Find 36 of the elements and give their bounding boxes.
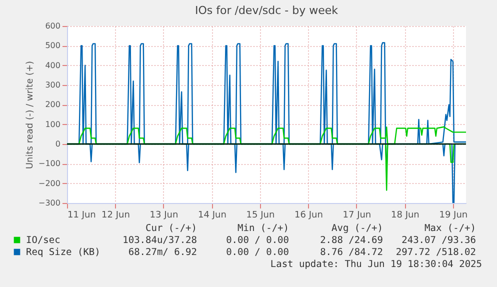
x-tick-label: 17 Jun — [342, 210, 372, 220]
text: Avg (-/+) — [332, 223, 383, 234]
chart-title: IOs for /dev/sdc - by week — [194, 4, 339, 17]
y-tick-label: 600 — [45, 22, 60, 30]
text: Min (-/+) — [238, 223, 289, 234]
text: 8.76 /84.72 — [320, 247, 383, 258]
x-tick-label: 11 Jun — [68, 210, 96, 220]
text: 0.00 / 0.00 — [226, 235, 290, 246]
x-tick-label: 12 Jun — [102, 210, 130, 220]
x-tick-label: 14 Jun — [198, 210, 226, 220]
x-tick-label: 16 Jun — [294, 210, 323, 220]
x-tick-label: 19 Jun — [439, 210, 468, 220]
text: Max (-/+) — [424, 223, 476, 234]
y-tick-label: −300 — [38, 198, 60, 208]
y-tick-label: 300 — [45, 80, 60, 90]
y-tick-label: 400 — [45, 60, 60, 70]
y-axis-title: Units read (-) / write (+) — [26, 60, 36, 170]
text: Last update: Thu Jun 19 18:30:04 2025 — [270, 259, 482, 270]
text: 103.84u/37.28 — [122, 235, 198, 246]
text: Cur (-/+) — [146, 223, 197, 234]
y-tick-label: −100 — [38, 159, 60, 168]
y-tick-label: −200 — [38, 178, 60, 188]
text: 2.88 /24.69 — [320, 235, 384, 246]
x-tick-label: 18 Jun — [390, 210, 420, 220]
text: 0.00 / 0.00 — [226, 247, 290, 258]
x-tick-label: 15 Jun — [246, 210, 275, 220]
y-tick-label: 500 — [45, 41, 60, 50]
text: 297.72 /518.02 — [396, 247, 476, 258]
y-tick-label: 200 — [45, 100, 60, 110]
y-tick-label: 100 — [45, 120, 60, 129]
text: 68.27m/ 6.92 — [128, 247, 197, 258]
legend-label: IO/sec — [26, 235, 60, 246]
y-tick-label: 0 — [55, 140, 60, 148]
text: 243.07 /93.36 — [402, 235, 476, 246]
x-tick-label: 13 Jun — [150, 210, 178, 220]
legend-label: Req Size (KB) — [26, 247, 100, 258]
